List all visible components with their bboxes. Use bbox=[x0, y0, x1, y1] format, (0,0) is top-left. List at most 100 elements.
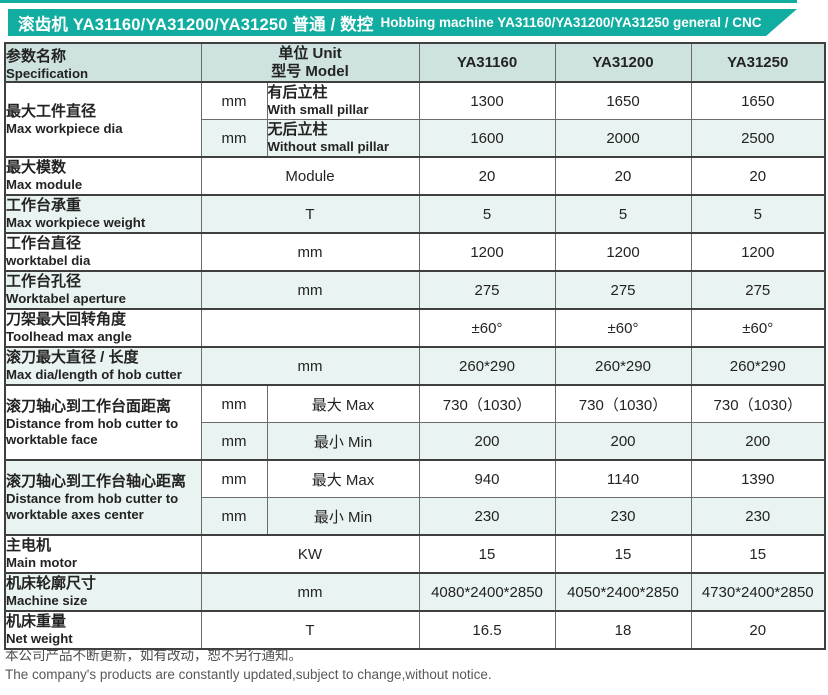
value-cell: 730（1030） bbox=[554, 384, 692, 423]
header-spec-en: Specification bbox=[6, 65, 89, 81]
value-cell: 730（1030） bbox=[690, 384, 826, 423]
value-cell: 230 bbox=[690, 497, 826, 536]
banner-title-zh: 滚齿机 YA31160/YA31200/YA31250 普通 / 数控 bbox=[18, 15, 374, 34]
footnote-zh: 本公司产品不断更新，如有改动，恕不另行通知。 bbox=[5, 648, 302, 663]
table-header-row: 参数名称 Specification 单位 Unit 型号 Model YA31… bbox=[4, 42, 826, 83]
value-cell: 1650 bbox=[690, 81, 826, 120]
header-model-ya31250: YA31250 bbox=[690, 42, 826, 83]
unit-cell bbox=[200, 308, 420, 348]
table-row: 滚刀轴心到工作台轴心距离 Distance from hob cutter to … bbox=[4, 459, 826, 536]
spec-label-cell: 工作台孔径 Worktabel aperture bbox=[4, 270, 202, 310]
title-banner: 滚齿机 YA31160/YA31200/YA31250 普通 / 数控 Hobb… bbox=[8, 9, 797, 36]
unit-cell: mm bbox=[200, 422, 268, 461]
value-cell: 275 bbox=[418, 270, 556, 310]
value-cell: ±60° bbox=[418, 308, 556, 348]
spec-label-cell: 刀架最大回转角度 Toolhead max angle bbox=[4, 308, 202, 348]
header-unit-model-cell: 单位 Unit 型号 Model bbox=[200, 42, 420, 83]
header-spec-cell: 参数名称 Specification bbox=[4, 42, 202, 83]
value-cell: 4730*2400*2850 bbox=[690, 572, 826, 612]
spec-label-cell: 滚刀轴心到工作台轴心距离 Distance from hob cutter to … bbox=[4, 459, 202, 536]
model-desc-cell: 无后立柱 Without small pillar bbox=[266, 119, 420, 158]
table-row: 主电机 Main motor KW 15 15 15 bbox=[4, 534, 826, 574]
table-row: 工作台承重 Max workpiece weight T 5 5 5 bbox=[4, 194, 826, 234]
value-cell: 4050*2400*2850 bbox=[554, 572, 692, 612]
unit-cell: mm bbox=[200, 270, 420, 310]
value-cell: 15 bbox=[554, 534, 692, 574]
value-cell: 5 bbox=[418, 194, 556, 234]
model-desc-cell: 最小 Min bbox=[266, 422, 420, 461]
unit-cell: mm bbox=[200, 384, 268, 423]
value-cell: 940 bbox=[418, 459, 556, 498]
value-cell: 1300 bbox=[418, 81, 556, 120]
value-cell: 1200 bbox=[690, 232, 826, 272]
header-model-ya31200: YA31200 bbox=[554, 42, 692, 83]
table-row: 工作台孔径 Worktabel aperture mm 275 275 275 bbox=[4, 270, 826, 310]
value-cell: 1200 bbox=[418, 232, 556, 272]
value-cell: 2000 bbox=[554, 119, 692, 158]
table-row: mm 最小 Min 230 230 230 bbox=[5, 497, 826, 536]
header-spec-zh: 参数名称 bbox=[6, 47, 67, 65]
table-row: 最大模数 Max module Module 20 20 20 bbox=[4, 156, 826, 196]
value-cell: 20 bbox=[418, 156, 556, 196]
value-cell: 260*290 bbox=[690, 346, 826, 386]
footnote: 本公司产品不断更新，如有改动，恕不另行通知。 The company's pro… bbox=[5, 647, 492, 684]
spec-label-cell: 工作台直径 worktabel dia bbox=[4, 232, 202, 272]
header-model-line: 型号 Model bbox=[271, 62, 349, 80]
unit-cell: mm bbox=[200, 572, 420, 612]
header-unit-line: 单位 Unit bbox=[278, 44, 342, 62]
banner-title-en: Hobbing machine YA31160/YA31200/YA31250 … bbox=[380, 15, 762, 30]
unit-cell: T bbox=[200, 610, 420, 650]
model-desc-cell: 最大 Max bbox=[266, 459, 420, 498]
spec-label-cell: 机床重量 Net weight bbox=[4, 610, 202, 650]
unit-cell: Module bbox=[200, 156, 420, 196]
value-cell: 200 bbox=[554, 422, 692, 461]
table-row: mm 无后立柱 Without small pillar 1600 2000 2500 bbox=[5, 119, 826, 158]
value-cell: 2500 bbox=[690, 119, 826, 158]
table-row: 滚刀最大直径 / 长度 Max dia/length of hob cutter m… bbox=[4, 346, 826, 386]
value-cell: 16.5 bbox=[418, 610, 556, 650]
unit-cell: mm bbox=[200, 346, 420, 386]
unit-cell: mm bbox=[200, 119, 268, 158]
value-cell: 20 bbox=[690, 156, 826, 196]
value-cell: 5 bbox=[554, 194, 692, 234]
value-cell: 1390 bbox=[690, 459, 826, 498]
top-accent-rule bbox=[0, 0, 797, 3]
value-cell: 275 bbox=[690, 270, 826, 310]
value-cell: 230 bbox=[418, 497, 556, 536]
model-desc-cell: 最小 Min bbox=[266, 497, 420, 536]
table-row: 机床轮廓尺寸 Machine size mm 4080*2400*2850 4050*2… bbox=[4, 572, 826, 612]
value-cell: ±60° bbox=[554, 308, 692, 348]
value-cell: 730（1030） bbox=[418, 384, 556, 423]
value-cell: 200 bbox=[690, 422, 826, 461]
value-cell: 15 bbox=[418, 534, 556, 574]
spec-label-cell: 最大工件直径 Max workpiece dia bbox=[4, 81, 202, 158]
value-cell: 260*290 bbox=[554, 346, 692, 386]
model-desc-cell: 有后立柱 With small pillar bbox=[266, 81, 420, 120]
unit-cell: mm bbox=[200, 81, 268, 120]
value-cell: 5 bbox=[690, 194, 826, 234]
table-row: 最大工件直径 Max workpiece dia mm 有后立柱 With small … bbox=[4, 81, 826, 158]
spec-label-cell: 机床轮廓尺寸 Machine size bbox=[4, 572, 202, 612]
value-cell: 260*290 bbox=[418, 346, 556, 386]
spec-label-cell: 主电机 Main motor bbox=[4, 534, 202, 574]
table-row: mm 最小 Min 200 200 200 bbox=[5, 422, 826, 461]
value-cell: 275 bbox=[554, 270, 692, 310]
spec-table-body: 最大工件直径 Max workpiece dia mm 有后立柱 With small … bbox=[4, 81, 826, 650]
table-row: 刀架最大回转角度 Toolhead max angle ±60° ±60° ±60° bbox=[4, 308, 826, 348]
value-cell: 1200 bbox=[554, 232, 692, 272]
table-row: 滚刀轴心到工作台面距离 Distance from hob cutter to w… bbox=[4, 384, 826, 461]
unit-cell: KW bbox=[200, 534, 420, 574]
value-cell: 200 bbox=[418, 422, 556, 461]
value-cell: 1650 bbox=[554, 81, 692, 120]
value-cell: 18 bbox=[554, 610, 692, 650]
table-row: 机床重量 Net weight T 16.5 18 20 bbox=[4, 610, 826, 650]
value-cell: 1140 bbox=[554, 459, 692, 498]
model-desc-cell: 最大 Max bbox=[266, 384, 420, 423]
value-cell: 230 bbox=[554, 497, 692, 536]
header-model-ya31160: YA31160 bbox=[418, 42, 556, 83]
unit-cell: mm bbox=[200, 497, 268, 536]
value-cell: 15 bbox=[690, 534, 826, 574]
value-cell: 1600 bbox=[418, 119, 556, 158]
unit-cell: mm bbox=[200, 232, 420, 272]
value-cell: 20 bbox=[690, 610, 826, 650]
